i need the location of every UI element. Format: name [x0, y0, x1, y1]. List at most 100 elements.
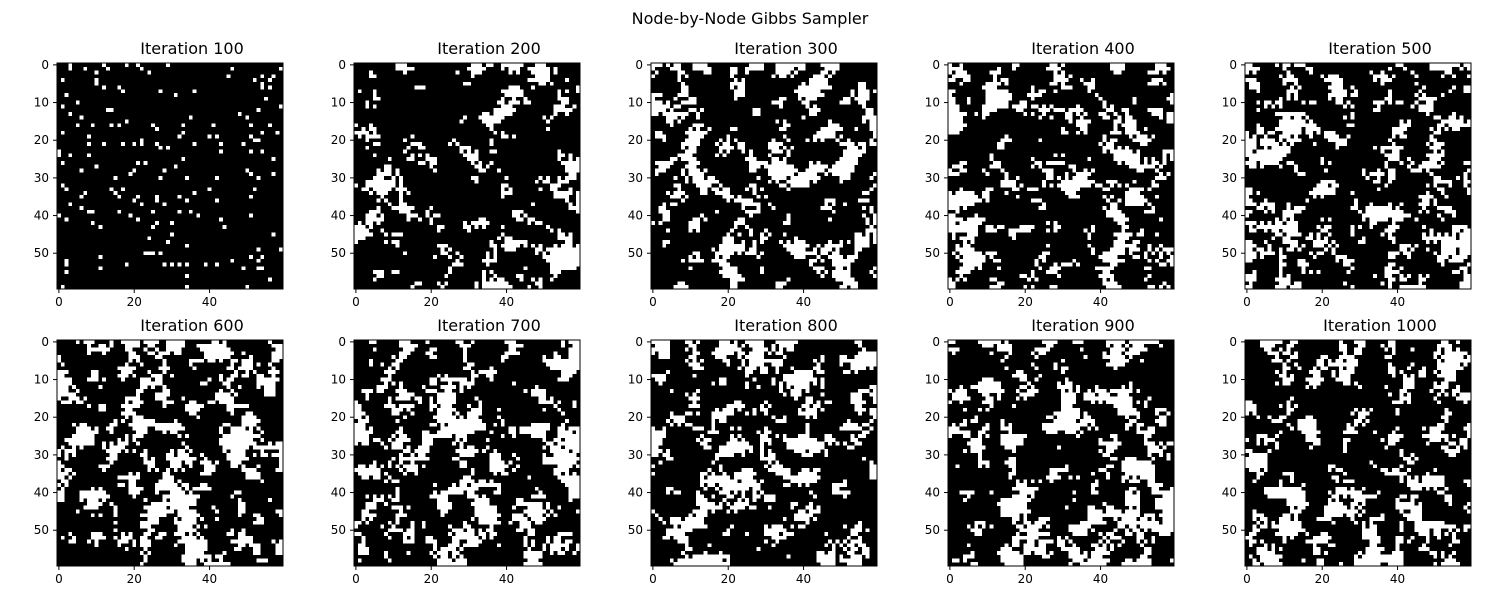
- heatmap-cell: [869, 270, 873, 274]
- heatmap-cell: [102, 348, 106, 352]
- heatmap-cell: [989, 108, 993, 112]
- heatmap-cell: [971, 236, 975, 240]
- heatmap-cell: [662, 244, 666, 248]
- heatmap-cell: [783, 71, 787, 75]
- heatmap-cell: [787, 172, 791, 176]
- heatmap-cell: [561, 344, 565, 348]
- heatmap-cell: [178, 521, 182, 525]
- heatmap-cell: [516, 351, 520, 355]
- heatmap-cell: [407, 340, 411, 344]
- heatmap-cell: [1102, 138, 1106, 142]
- heatmap-cell: [1396, 131, 1400, 135]
- heatmap-cell: [166, 457, 170, 461]
- heatmap-cell: [227, 442, 231, 446]
- heatmap-cell: [1256, 225, 1260, 229]
- heatmap-cell: [1279, 259, 1283, 263]
- heatmap-cell: [57, 483, 61, 487]
- heatmap-cell: [178, 540, 182, 544]
- heatmap-cell: [151, 344, 155, 348]
- heatmap-cell: [730, 236, 734, 240]
- heatmap-cell: [696, 172, 700, 176]
- heatmap-cell: [57, 359, 61, 363]
- heatmap-cell: [787, 278, 791, 282]
- heatmap-cell: [689, 108, 693, 112]
- heatmap-cell: [223, 562, 227, 566]
- heatmap-cell: [110, 344, 114, 348]
- panel-title: Iteration 700: [354, 316, 624, 335]
- heatmap-cell: [1260, 150, 1264, 154]
- heatmap-cell: [839, 263, 843, 267]
- heatmap-cell: [993, 71, 997, 75]
- heatmap-cell: [144, 427, 148, 431]
- heatmap-cell: [1373, 210, 1377, 214]
- heatmap-cell: [1381, 233, 1385, 237]
- heatmap-cell: [745, 67, 749, 71]
- heatmap-cell: [238, 491, 242, 495]
- heatmap-cell: [734, 199, 738, 203]
- heatmap-cell: [1418, 89, 1422, 93]
- heatmap-cell: [223, 348, 227, 352]
- heatmap-cell: [959, 82, 963, 86]
- heatmap-cell: [392, 206, 396, 210]
- heatmap-cell: [362, 233, 366, 237]
- heatmap-cell: [997, 281, 1001, 285]
- heatmap-cell: [689, 266, 693, 270]
- heatmap-cell: [185, 176, 189, 180]
- heatmap-cell: [230, 67, 234, 71]
- heatmap-cell: [692, 217, 696, 221]
- heatmap-cell: [1106, 210, 1110, 214]
- heatmap-cell: [1129, 123, 1133, 127]
- heatmap-cell: [200, 536, 204, 540]
- heatmap-cell: [851, 165, 855, 169]
- heatmap-cell: [91, 491, 95, 495]
- heatmap-cell: [1279, 281, 1283, 285]
- heatmap-cell: [136, 355, 140, 359]
- heatmap-cell: [1264, 251, 1268, 255]
- heatmap-cell: [83, 67, 87, 71]
- heatmap-cell: [1166, 116, 1170, 120]
- heatmap-cell: [1121, 233, 1125, 237]
- heatmap-cell: [189, 116, 193, 120]
- heatmap-cell: [1392, 210, 1396, 214]
- heatmap-cell: [1125, 153, 1129, 157]
- heatmap-cell: [1249, 210, 1253, 214]
- heatmap-cell: [524, 214, 528, 218]
- heatmap-cell: [836, 263, 840, 267]
- heatmap-cell: [1286, 225, 1290, 229]
- heatmap-cell: [967, 217, 971, 221]
- heatmap-cell: [170, 506, 174, 510]
- heatmap-cell: [482, 67, 486, 71]
- heatmap-cell: [144, 532, 148, 536]
- heatmap-cell: [681, 71, 685, 75]
- heatmap-cell: [674, 176, 678, 180]
- heatmap-cell: [798, 180, 802, 184]
- heatmap-cell: [1061, 184, 1065, 188]
- heatmap-cell: [1437, 255, 1441, 259]
- heatmap-cell: [662, 217, 666, 221]
- y-tick-label: 20: [331, 133, 346, 147]
- heatmap-cell: [685, 86, 689, 90]
- heatmap-cell: [726, 255, 730, 259]
- heatmap-cell: [756, 112, 760, 116]
- heatmap-cell: [993, 82, 997, 86]
- heatmap-cell: [809, 82, 813, 86]
- heatmap-cell: [159, 378, 163, 382]
- y-tick-label: 0: [41, 335, 49, 349]
- heatmap-cell: [162, 502, 166, 506]
- heatmap-cell: [373, 97, 377, 101]
- heatmap-cell: [986, 172, 990, 176]
- heatmap-cell: [813, 112, 817, 116]
- heatmap-cell: [963, 202, 967, 206]
- heatmap-cell: [689, 131, 693, 135]
- heatmap-cell: [1350, 116, 1354, 120]
- heatmap-cell: [91, 442, 95, 446]
- heatmap-cell: [1166, 67, 1170, 71]
- heatmap-cell: [1463, 278, 1467, 282]
- heatmap-cell: [1140, 135, 1144, 139]
- heatmap-cell: [508, 244, 512, 248]
- heatmap-cell: [1426, 240, 1430, 244]
- heatmap-cell: [486, 281, 490, 285]
- heatmap-cell: [569, 191, 573, 195]
- heatmap-cell: [185, 517, 189, 521]
- heatmap-cell: [1170, 259, 1174, 263]
